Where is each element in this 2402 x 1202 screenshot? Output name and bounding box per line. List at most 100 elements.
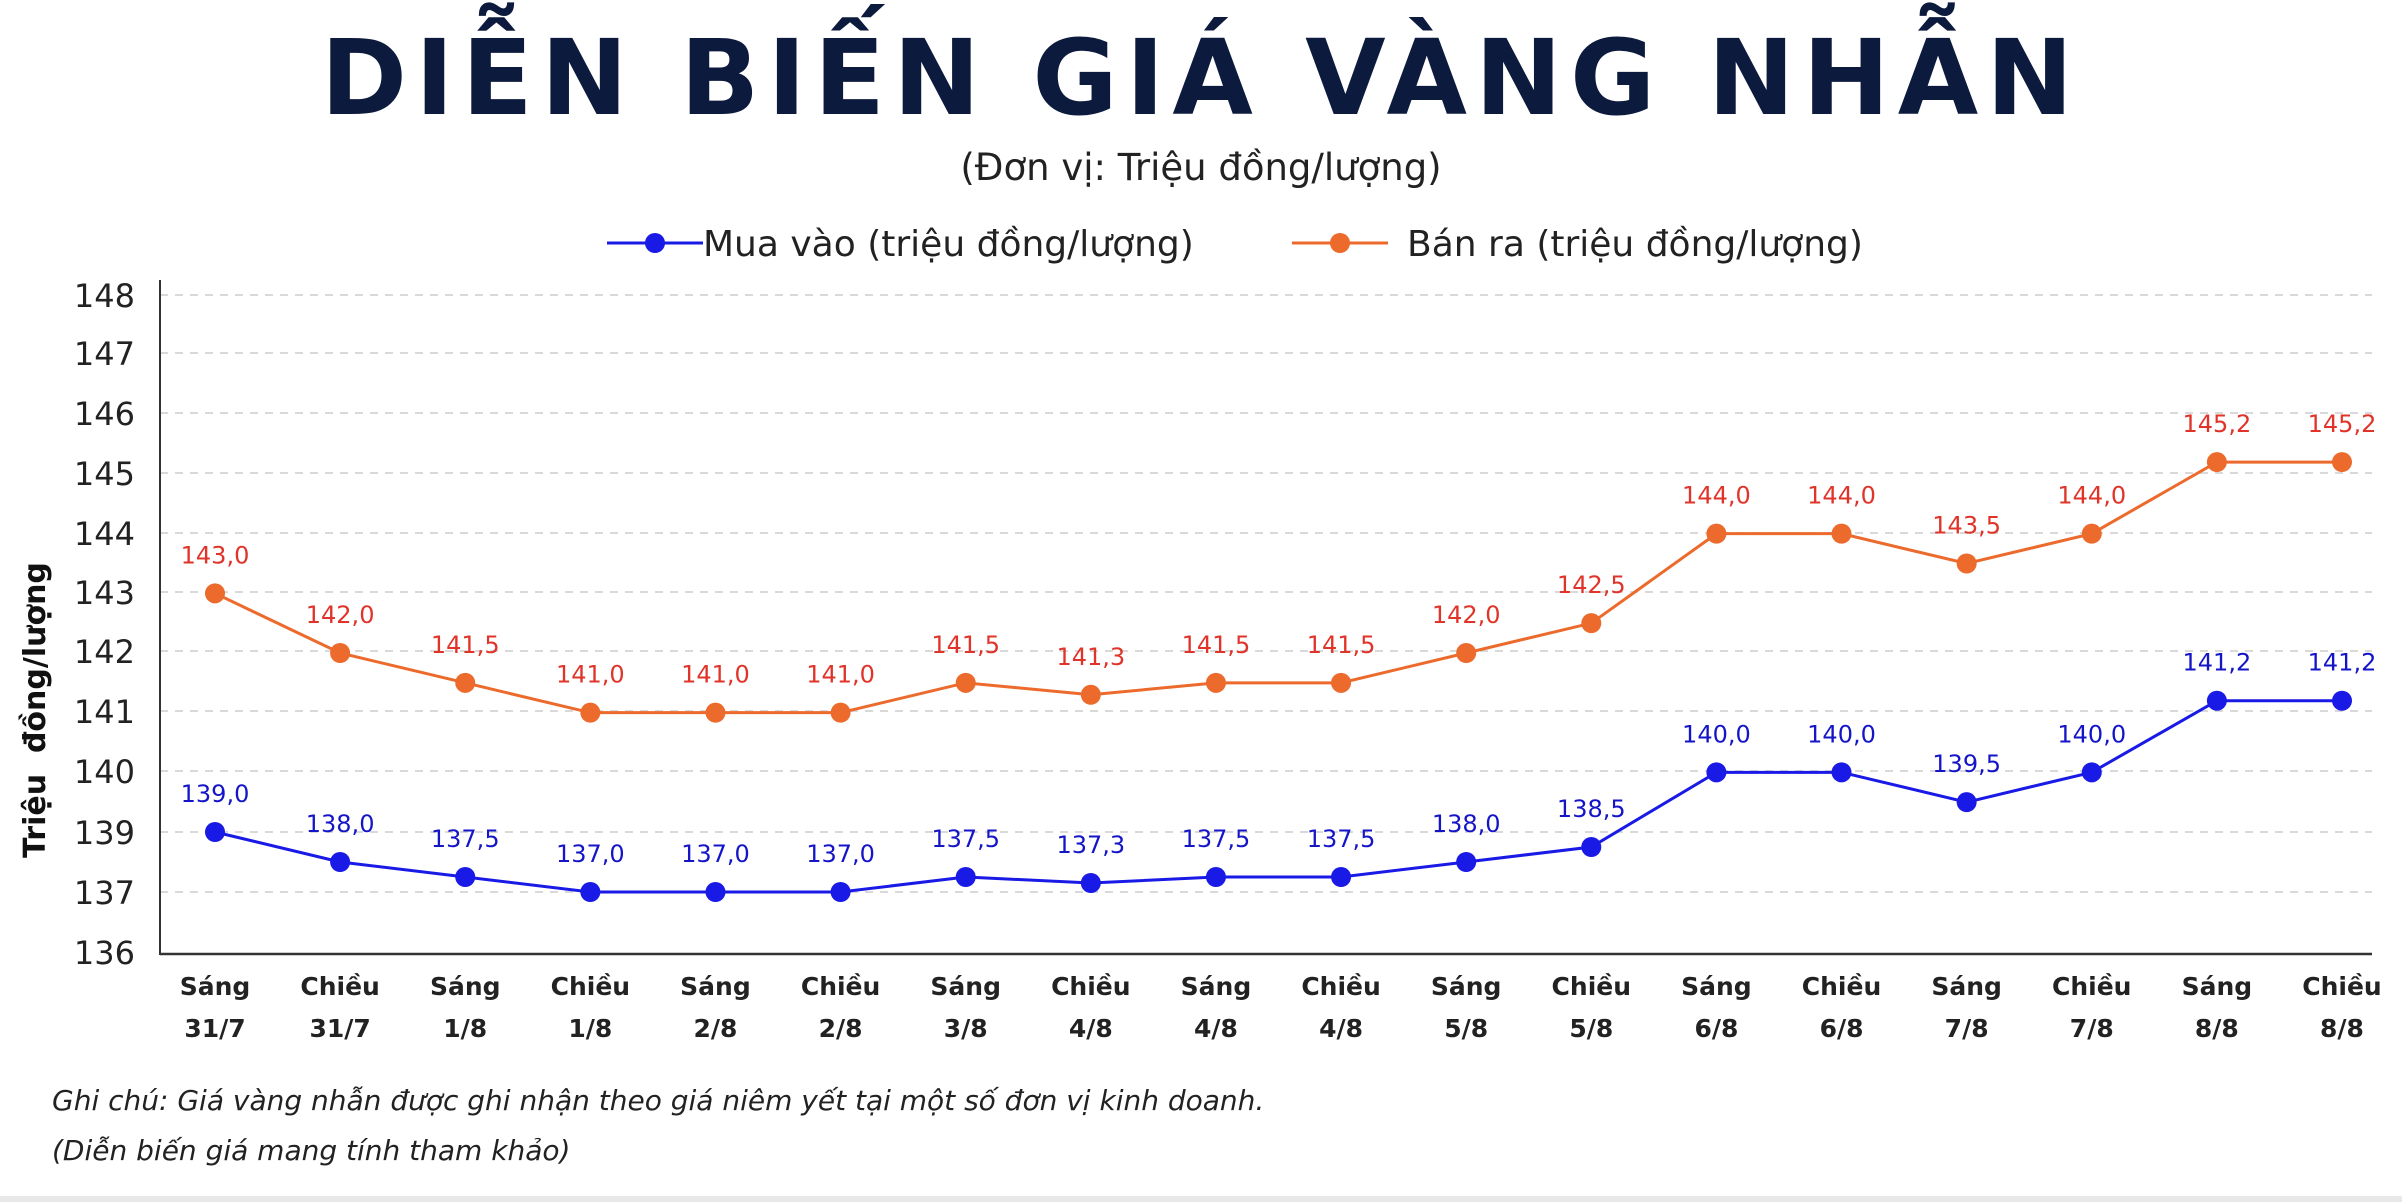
x-tick-label-session: Sáng	[1181, 972, 1252, 1001]
data-label: 145,2	[2183, 410, 2252, 438]
x-tick-label-session: Sáng	[930, 972, 1001, 1001]
data-label: 142,5	[1557, 571, 1626, 599]
y-tick-label: 147	[74, 335, 135, 373]
x-tick-label-date: 5/8	[1569, 1014, 1613, 1043]
x-tick-label-date: 4/8	[1069, 1014, 1113, 1043]
data-label: 138,5	[1557, 795, 1626, 823]
data-label: 142,0	[306, 601, 375, 629]
data-point	[955, 672, 976, 693]
series-line	[214, 699, 2342, 894]
data-point	[580, 702, 601, 723]
data-point	[1331, 672, 1352, 693]
data-label: 145,2	[2308, 410, 2377, 438]
y-tick-labels: 148 147 146 145 144 143 142 141 140 139 137 136	[74, 277, 135, 972]
data-point	[330, 643, 351, 663]
data-label: 140,0	[1807, 720, 1876, 748]
series: 139,0 138,0 137,5 137,0 137,0 137,0 137,5 137,3…	[181, 410, 2377, 902]
data-point	[2081, 762, 2102, 783]
legend-marker	[645, 233, 665, 253]
x-tick-label-date: 2/8	[819, 1014, 863, 1043]
x-tick-label-date: 7/8	[2070, 1014, 2114, 1043]
data-label: 137,5	[1307, 825, 1376, 853]
y-tick-label: 139	[74, 814, 135, 852]
data-label: 144,0	[1807, 482, 1876, 510]
data-point	[1956, 792, 1977, 813]
data-point	[1956, 553, 1977, 574]
data-point	[2081, 523, 2102, 544]
data-label: 140,0	[2057, 720, 2126, 748]
series-sell: 143,0 142,0 141,5 141,0 141,0 141,0 141,5 141,3…	[181, 410, 2377, 723]
y-tick-label: 142	[74, 633, 135, 671]
x-tick-label-date: 6/8	[1694, 1014, 1738, 1043]
data-point	[455, 867, 476, 887]
data-label: 142,0	[1432, 601, 1501, 629]
data-point	[830, 702, 851, 723]
y-tick-label: 146	[74, 395, 135, 433]
x-tick-label-session: Sáng	[2182, 972, 2253, 1001]
axes	[159, 280, 2372, 956]
x-tick-label-session: Sáng	[680, 972, 751, 1001]
data-point	[205, 822, 225, 842]
x-tick-label-date: 31/7	[309, 1014, 370, 1043]
x-tick-label-date: 2/8	[694, 1014, 738, 1043]
data-point	[1706, 523, 1727, 544]
footnote-disclaimer: (Diễn biến giá mang tính tham khảo)	[52, 1134, 571, 1167]
x-tick-label-session: Chiều	[1051, 972, 1130, 1001]
chart-subtitle: (Đơn vị: Triệu đồng/lượng)	[960, 146, 1442, 189]
data-label: 141,0	[681, 661, 750, 689]
data-point	[1205, 867, 1226, 887]
x-tick-label-date: 6/8	[1820, 1014, 1864, 1043]
data-label: 141,5	[931, 631, 1000, 659]
x-tick-label-date: 3/8	[944, 1014, 988, 1043]
x-tick-label-session: Chiều	[2302, 972, 2381, 1001]
data-point	[1456, 643, 1477, 663]
x-tick-label-session: Chiều	[801, 972, 880, 1001]
y-tick-label: 145	[74, 455, 135, 493]
data-label: 137,3	[1056, 831, 1125, 859]
chart-title: DIỄN BIẾN GIÁ VÀNG NHẪN	[320, 17, 2082, 139]
data-label: 137,0	[556, 840, 625, 868]
x-tick-label-date: 1/8	[568, 1014, 612, 1043]
footnote: Ghi chú: Giá vàng nhẫn được ghi nhận the…	[52, 1084, 1265, 1117]
grid-lines	[160, 294, 2372, 893]
data-label: 137,5	[431, 825, 500, 853]
legend: Mua vào (triệu đồng/lượng) Bán ra (triệu …	[607, 224, 1863, 265]
bottom-divider	[0, 1196, 2402, 1202]
data-label: 141,2	[2308, 649, 2377, 677]
x-tick-label-date: 4/8	[1194, 1014, 1238, 1043]
x-tick-label-date: 8/8	[2195, 1014, 2239, 1043]
y-axis-label: Triệu đồng/lượng	[18, 562, 53, 858]
data-point	[2332, 690, 2352, 711]
data-label: 137,5	[931, 825, 1000, 853]
data-point	[205, 583, 225, 604]
data-label: 141,5	[1182, 631, 1251, 659]
data-label: 141,0	[556, 661, 625, 689]
series-line	[214, 460, 2342, 715]
data-label: 143,5	[1932, 512, 2001, 540]
y-tick-label: 148	[74, 277, 135, 315]
data-point	[705, 882, 726, 902]
series-buy: 139,0 138,0 137,5 137,0 137,0 137,0 137,5 137,3…	[181, 649, 2377, 902]
data-point	[1456, 852, 1477, 872]
data-label: 137,0	[806, 840, 875, 868]
data-label: 141,2	[2183, 649, 2252, 677]
data-label: 140,0	[1682, 720, 1751, 748]
y-tick-label: 136	[74, 934, 135, 972]
legend-marker	[1330, 233, 1350, 253]
data-point	[1581, 613, 1602, 634]
x-tick-label-date: 4/8	[1319, 1014, 1363, 1043]
x-tick-label-date: 1/8	[443, 1014, 487, 1043]
x-tick-label-session: Chiều	[1301, 972, 1380, 1001]
data-point	[955, 867, 976, 887]
data-point	[1080, 873, 1101, 893]
data-label: 141,3	[1056, 643, 1125, 671]
x-tick-label-session: Sáng	[1931, 972, 2002, 1001]
data-point	[1706, 762, 1727, 783]
data-point	[705, 702, 726, 723]
data-point	[455, 672, 476, 693]
y-tick-label: 144	[74, 515, 135, 553]
data-point	[2206, 452, 2227, 473]
data-point	[1831, 523, 1852, 544]
x-tick-label-date: 8/8	[2320, 1014, 2364, 1043]
data-point	[1205, 672, 1226, 693]
